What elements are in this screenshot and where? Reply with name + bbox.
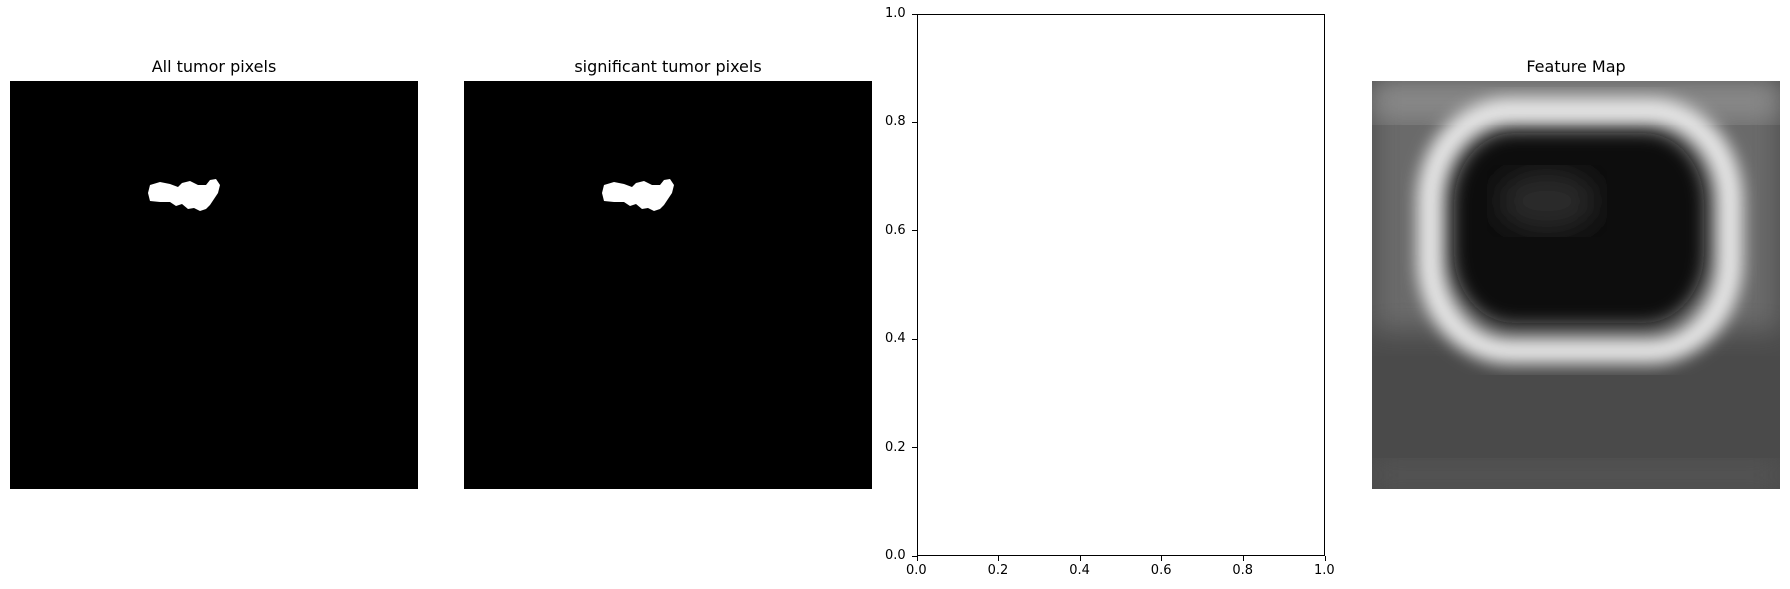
x-tick-label: 0.8 [1232, 563, 1254, 578]
y-tick-mark [912, 447, 917, 449]
y-tick-label: 0.2 [885, 439, 906, 455]
x-tick-mark [1161, 556, 1163, 561]
tumor-mask-significant-image [464, 81, 872, 489]
x-tick-mark [1324, 556, 1326, 561]
x-tick-mark [1079, 556, 1081, 561]
tumor-blob [148, 179, 220, 211]
y-tick-label: 1.0 [885, 6, 906, 21]
feature-inner-shade [1497, 171, 1597, 231]
x-tick-mark [1242, 556, 1244, 561]
y-tick-label: 0.0 [885, 548, 906, 563]
tumor-mask-all-image [10, 81, 418, 489]
x-tick-label: 1.0 [1314, 563, 1335, 578]
y-tick-label: 0.4 [885, 331, 906, 347]
feature-map-image [1372, 81, 1780, 489]
panel2-title: significant tumor pixels [574, 57, 762, 76]
x-tick-label: 0.2 [987, 563, 1009, 578]
y-tick-mark [912, 230, 917, 232]
feature-ring [1417, 98, 1743, 364]
y-tick-mark [912, 555, 917, 557]
y-tick-mark [912, 13, 917, 15]
panel1-title: All tumor pixels [151, 57, 277, 76]
y-tick-mark [912, 338, 917, 340]
tumor-blob [602, 179, 674, 211]
x-tick-mark [916, 556, 918, 561]
panel4-title: Feature Map [1526, 57, 1626, 76]
feature-dark-core [1454, 133, 1704, 323]
feature-bottom-band [1372, 461, 1780, 489]
y-tick-label: 0.6 [885, 222, 906, 238]
empty-axes [917, 14, 1325, 556]
x-tick-label: 0.4 [1069, 563, 1090, 578]
x-tick-label: 0.6 [1150, 563, 1172, 578]
y-tick-label: 0.8 [885, 114, 906, 130]
y-tick-mark [912, 121, 917, 123]
x-tick-label: 0.0 [906, 563, 927, 578]
x-tick-mark [998, 556, 1000, 561]
